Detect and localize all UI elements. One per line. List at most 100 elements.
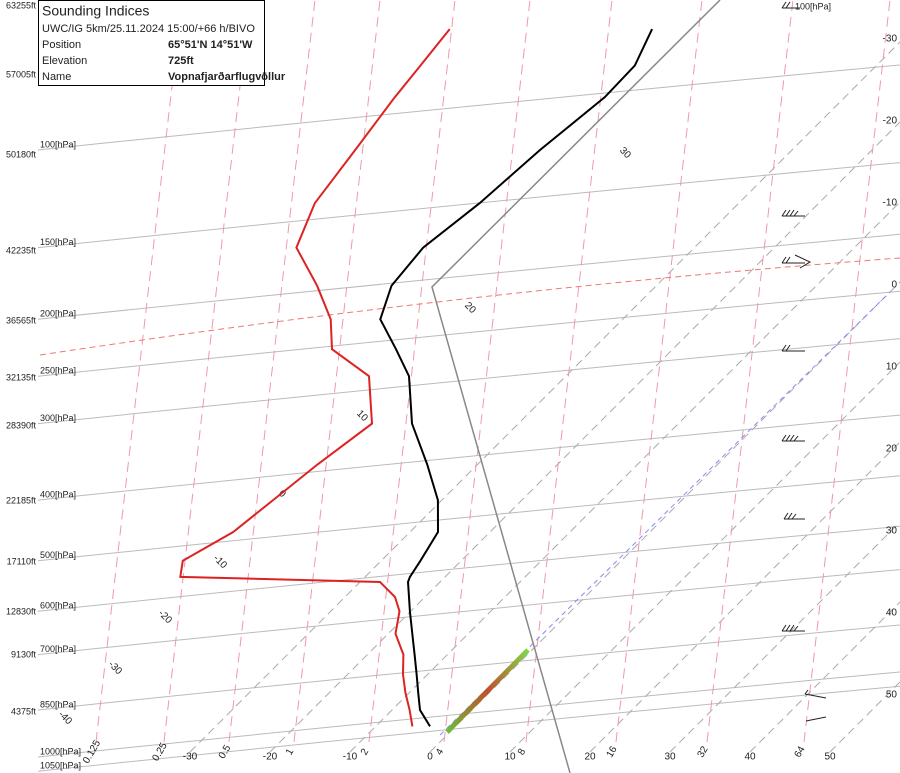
adiabat-label: 20 [462, 300, 478, 316]
adiabat-label: 30 [617, 145, 633, 161]
info-value: 65°51'N 14°51'W [168, 39, 253, 51]
mixing-ratio-label: 32 [696, 744, 711, 760]
info-frame [38, 0, 265, 86]
pressure-label: 1050[hPa] [40, 761, 81, 771]
info-key: Position [42, 39, 81, 51]
pressure-label: 150[hPa] [40, 237, 76, 247]
altitude-label: 36565ft [6, 315, 37, 325]
info-key: Elevation [42, 55, 87, 67]
isobar [37, 624, 900, 711]
mixing-ratio-label: 1 [284, 747, 297, 758]
isobar [37, 671, 900, 758]
info-box: Sounding Indices UWC/IG 5km/25.11.2024 1… [38, 0, 286, 86]
altitude-label: 42235ft [6, 245, 37, 255]
profile-line [179, 28, 451, 727]
x-tick-label: -20 [263, 752, 278, 763]
isobar [37, 290, 900, 377]
pressure-label: 500[hPa] [40, 550, 76, 560]
parcel-line [431, 0, 721, 773]
mixing-ratio-line [443, 0, 531, 743]
altitude-label: 32135ft [6, 372, 37, 382]
x-tick-label: 40 [744, 752, 756, 763]
altitude-label: 50180ft [6, 149, 37, 159]
info-value: 725ft [168, 55, 194, 67]
grid: 1050[hPa] 1000[hPa] 850[hPa] 700[hPa] 600[hP… [6, 0, 900, 772]
isobar [37, 525, 900, 612]
isotherm-label: -30 [883, 34, 898, 45]
isotherm [749, 601, 900, 753]
isotherm-label: -20 [883, 116, 898, 127]
altitude-label: 9130ft [11, 649, 37, 659]
x-tick-label: -10 [343, 752, 358, 763]
adiabat-label: -40 [56, 709, 74, 727]
isobar [37, 64, 900, 151]
mixing-ratio-line [803, 0, 891, 743]
pressure-label: 300[hPa] [40, 413, 76, 423]
x-tick-label: 50 [824, 752, 836, 763]
info-key: Name [42, 71, 71, 83]
isobar [37, 162, 900, 249]
isobar [37, 414, 900, 501]
isotherm-label: 50 [886, 690, 898, 701]
isobar [37, 475, 900, 562]
isotherm-label: 40 [886, 608, 898, 619]
isobar [37, 338, 900, 425]
pressure-label: 850[hPa] [40, 699, 76, 709]
surface-parcel [445, 648, 530, 734]
isobar [37, 685, 900, 772]
mixing-ratio-label: 64 [793, 744, 808, 760]
adiabat-label: -20 [156, 608, 174, 626]
pressure-label: 400[hPa] [40, 489, 76, 499]
mixing-ratio-label: 4 [434, 747, 447, 758]
adiabat-label: -10 [211, 553, 229, 571]
info-title: Sounding Indices [42, 3, 149, 19]
isotherm-label: 30 [886, 526, 898, 537]
pressure-label: 100[hPa] [40, 139, 76, 149]
x-tick-label: 20 [584, 752, 596, 763]
altitude-label: 28390ft [6, 420, 37, 430]
altitude-label: 17110ft [7, 556, 37, 566]
mixing-ratio-line [615, 0, 703, 743]
isotherm [429, 281, 900, 753]
mixing-ratio-line [228, 0, 316, 743]
mixing-ratio-line [163, 0, 251, 743]
adiabat-label: -30 [106, 659, 124, 677]
isotherm [669, 521, 900, 753]
info-run: UWC/IG 5km/25.11.2024 15:00/+66 h/BIVO [42, 23, 255, 35]
wind-barbs [781, 1, 827, 722]
x-tick-label: 0 [427, 752, 433, 763]
isotherm [189, 41, 900, 753]
profile-line [379, 28, 654, 727]
pressure-label: 100[hPa] [795, 1, 831, 11]
decor [39, 0, 900, 773]
x-tick-label: 10 [504, 752, 516, 763]
pressure-label: 1000[hPa] [40, 746, 81, 756]
x-tick-label: -30 [183, 752, 198, 763]
isotherm-label: 20 [886, 444, 898, 455]
altitude-label: 4375ft [11, 706, 37, 716]
altitude-label: 57005ft [6, 69, 37, 79]
isobar [37, 569, 900, 656]
mixing-ratio-label: 16 [605, 744, 620, 760]
isotherm [509, 361, 900, 753]
isotherm-label: 0 [891, 280, 897, 291]
mixing-ratio-line [293, 0, 381, 743]
pressure-label: 600[hPa] [40, 601, 76, 611]
altitude-label: 22185ft [6, 495, 37, 505]
isotherm-label: -10 [883, 198, 898, 209]
isotherm [269, 121, 900, 753]
isotherm [829, 681, 900, 753]
x-tick-label: 30 [664, 752, 676, 763]
pressure-label: 700[hPa] [40, 644, 76, 654]
mixing-ratio-line [706, 0, 794, 743]
tropopause-line [39, 257, 900, 356]
mixing-ratio-line [525, 0, 613, 743]
mixing-ratio-label: 0.5 [217, 743, 234, 761]
mixing-ratio-label: 2 [359, 747, 372, 758]
isotherm [589, 441, 900, 753]
pressure-label: 200[hPa] [40, 309, 76, 319]
pressure-label: 250[hPa] [40, 366, 76, 376]
altitude-label: 63255ft [6, 0, 37, 10]
altitude-label: 12830ft [6, 606, 37, 616]
